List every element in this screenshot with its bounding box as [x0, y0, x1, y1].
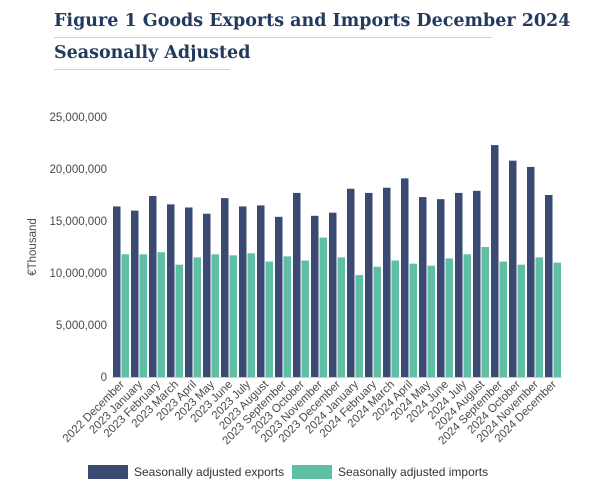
bar-imports [355, 275, 363, 377]
bar-exports [203, 213, 211, 377]
bar-imports [139, 254, 147, 377]
bar-exports [149, 196, 157, 377]
legend-swatch-imports [292, 465, 332, 479]
chart-title: Figure 1 Goods Exports and Imports Decem… [54, 8, 570, 70]
bar-imports [211, 254, 219, 377]
series-exports [113, 145, 553, 377]
bar-imports [391, 260, 399, 377]
bar-exports [257, 205, 265, 377]
bar-imports [553, 262, 561, 377]
bar-exports [455, 192, 463, 377]
bar-exports [401, 178, 409, 377]
bar-exports [545, 195, 553, 377]
bar-imports [463, 254, 471, 377]
bar-exports [509, 160, 517, 377]
bar-series-group [113, 145, 561, 377]
legend: Seasonally adjusted exports Seasonally ad… [88, 465, 488, 479]
bar-imports [481, 247, 489, 377]
bar-imports [265, 261, 273, 377]
legend-swatch-exports [88, 465, 128, 479]
bar-exports [275, 216, 283, 377]
bar-exports [419, 197, 427, 377]
bar-imports [445, 258, 453, 377]
y-tick-label: 25,000,000 [49, 112, 107, 124]
bar-imports [517, 264, 525, 377]
y-tick-label: 20,000,000 [49, 164, 107, 176]
bar-exports [347, 188, 355, 377]
bar-exports [221, 198, 229, 377]
legend-label-imports: Seasonally adjusted imports [338, 465, 488, 479]
y-tick-label: 15,000,000 [49, 216, 107, 228]
bar-imports [319, 237, 327, 377]
y-tick-label: 10,000,000 [49, 268, 107, 280]
bar-exports [113, 206, 121, 377]
bar-imports [535, 257, 543, 377]
bar-exports [293, 192, 301, 377]
bar-imports [157, 252, 165, 377]
bar-imports [121, 254, 129, 377]
series-imports [121, 237, 561, 377]
bar-imports [229, 255, 237, 377]
bar-exports [437, 199, 445, 377]
bar-imports [373, 266, 381, 377]
bar-imports [427, 265, 435, 377]
y-tick-label: 5,000,000 [56, 320, 107, 332]
bar-exports [239, 206, 247, 377]
bar-exports [365, 192, 373, 377]
bar-imports [301, 260, 309, 377]
bar-exports [185, 207, 193, 377]
y-axis-tick-labels: 0 5,000,000 10,000,000 15,000,000 20,000,000… [49, 112, 107, 384]
bar-imports [247, 253, 255, 377]
y-tick-label: 0 [101, 372, 107, 384]
bar-exports [473, 190, 481, 377]
bar-imports [283, 256, 291, 377]
bar-exports [167, 204, 175, 377]
bar-imports [193, 257, 201, 377]
bar-exports [383, 187, 391, 377]
legend-label-exports: Seasonally adjusted exports [134, 465, 284, 479]
bar-exports [311, 215, 319, 377]
y-axis-title: €Thousand [27, 218, 39, 276]
bar-imports [409, 263, 417, 377]
bar-imports [499, 261, 507, 377]
bar-imports [175, 264, 183, 377]
bar-exports [329, 212, 337, 377]
bar-exports [131, 210, 139, 377]
bar-exports [491, 145, 499, 377]
chart-title-line-2: Seasonally Adjusted [54, 40, 250, 70]
bar-imports [337, 257, 345, 377]
chart-title-line-1: Figure 1 Goods Exports and Imports Decem… [54, 8, 570, 38]
bar-exports [527, 166, 535, 377]
